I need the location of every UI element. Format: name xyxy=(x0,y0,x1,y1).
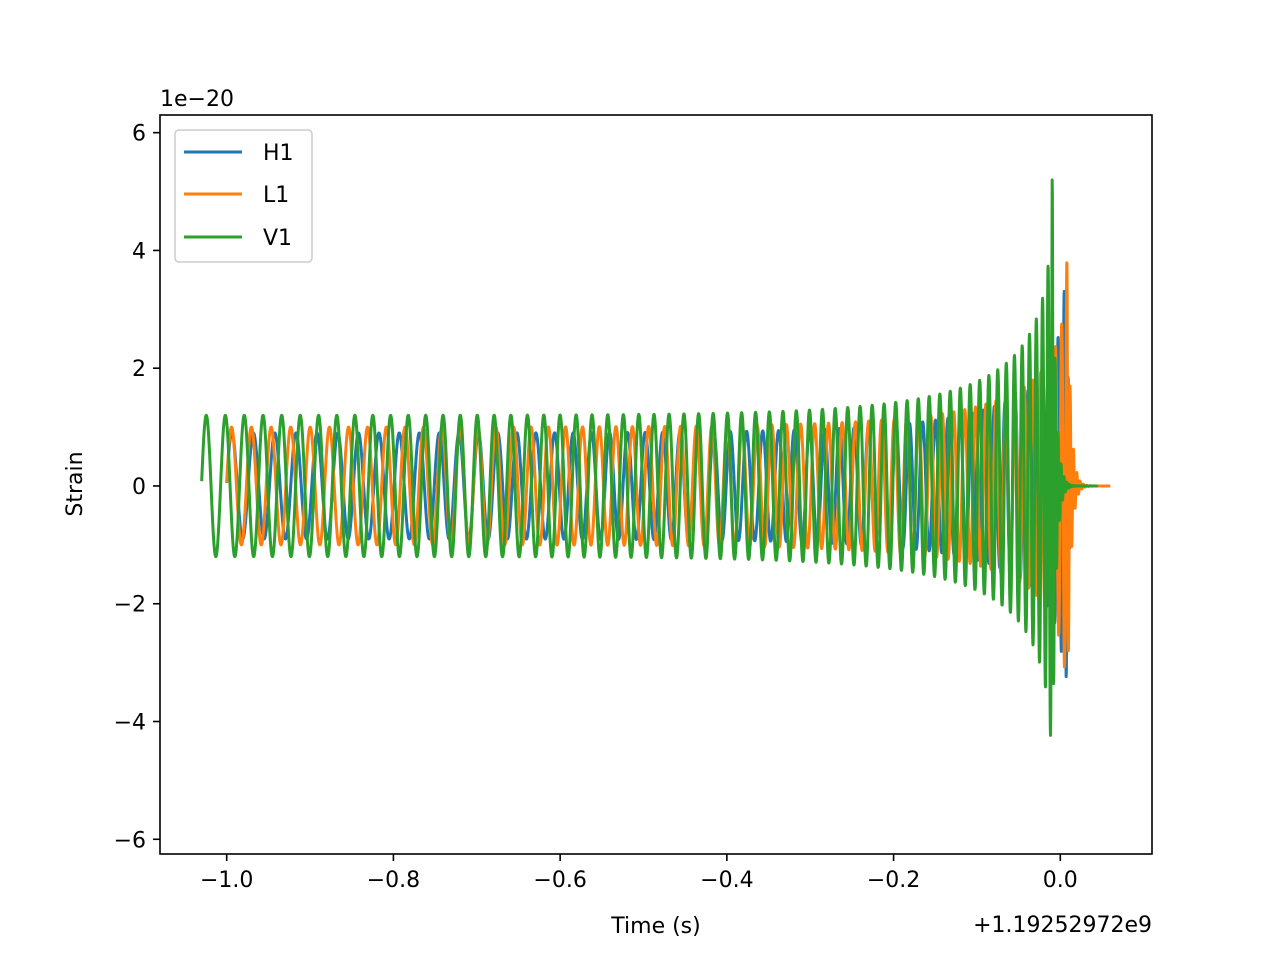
legend: H1 L1 V1 xyxy=(174,129,313,263)
y-tick-label: −6 xyxy=(114,828,146,853)
y-tick-label: 0 xyxy=(132,475,146,500)
x-axis-label: Time (s) xyxy=(610,914,700,939)
y-tick-label: 6 xyxy=(132,122,146,147)
series-line-v1 xyxy=(200,178,1100,737)
x-tick-label: −0.6 xyxy=(533,868,586,893)
y-axis-ticks: −6 −4 −2 0 2 4 6 xyxy=(114,122,160,853)
y-tick-label: 4 xyxy=(132,239,146,264)
x-tick-label: −0.4 xyxy=(700,868,753,893)
x-axis-ticks: −1.0 −0.8 −0.6 −0.4 −0.2 0.0 xyxy=(200,854,1078,893)
legend-label-l1: L1 xyxy=(263,183,289,208)
series-layer xyxy=(200,178,1112,737)
x-tick-label: 0.0 xyxy=(1043,868,1078,893)
y-tick-label: −4 xyxy=(114,711,146,736)
y-axis-label: Strain xyxy=(63,451,88,516)
x-tick-label: −0.8 xyxy=(367,868,420,893)
x-offset-label: +1.19252972e9 xyxy=(973,913,1152,938)
legend-label-h1: H1 xyxy=(263,141,294,166)
y-tick-label: −2 xyxy=(114,593,146,618)
y-scale-label: 1e−20 xyxy=(160,87,234,112)
legend-box xyxy=(174,129,313,263)
x-tick-label: −1.0 xyxy=(200,868,253,893)
y-tick-label: 2 xyxy=(132,357,146,382)
plot-frame xyxy=(159,114,1153,855)
x-tick-label: −0.2 xyxy=(867,868,920,893)
legend-label-v1: V1 xyxy=(263,226,292,251)
